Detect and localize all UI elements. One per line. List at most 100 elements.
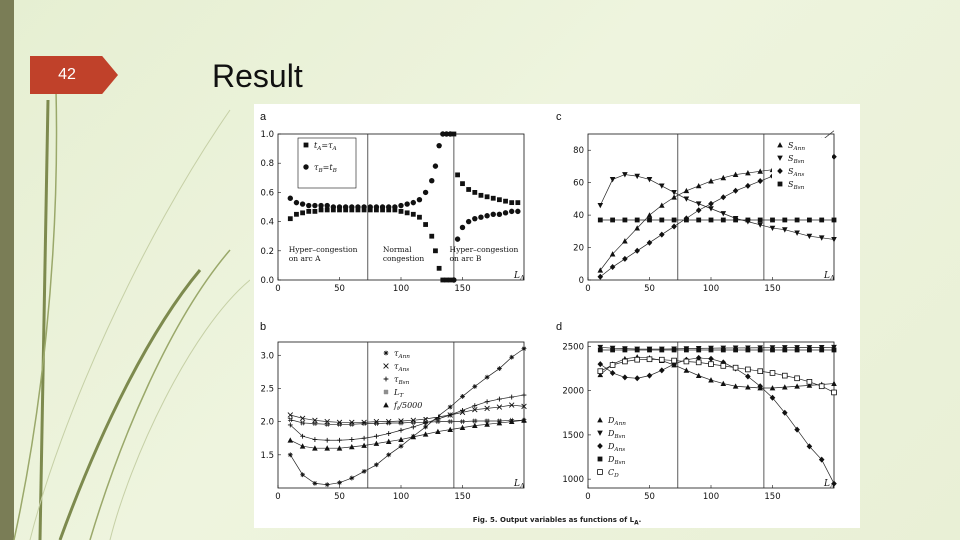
data-point (831, 237, 837, 243)
data-point (312, 208, 318, 214)
data-point (695, 354, 702, 361)
data-point (355, 207, 361, 213)
data-point (695, 372, 702, 379)
data-point (361, 421, 367, 427)
data-point (634, 356, 640, 363)
regime-annotation: Normal (383, 245, 412, 254)
data-point (521, 417, 527, 423)
data-point (806, 379, 813, 385)
data-point (684, 217, 689, 223)
data-point (312, 437, 318, 442)
data-point (337, 480, 342, 486)
data-point (609, 362, 616, 368)
data-point (720, 217, 726, 223)
data-point (634, 247, 640, 254)
data-point (647, 217, 652, 223)
slide-number: 42 (58, 66, 76, 83)
y-tick-label: 1500 (562, 431, 584, 441)
regime-annotation: Hyper–congestion (289, 245, 358, 254)
data-point (671, 347, 677, 353)
series-line (290, 419, 524, 425)
x-tick-label: 100 (703, 492, 719, 502)
data-point (769, 385, 776, 391)
legend-marker (777, 155, 783, 161)
data-point (336, 445, 343, 451)
data-point (299, 201, 306, 207)
data-point (769, 370, 776, 376)
legend: tA=τA τB=tB (297, 137, 357, 189)
data-point (610, 347, 615, 353)
data-point (671, 357, 677, 364)
data-point (769, 225, 776, 231)
data-point (337, 437, 342, 443)
x-tick-label: 50 (334, 284, 345, 294)
data-point (659, 183, 665, 189)
data-point (732, 187, 739, 194)
legend-label: τAnn (394, 349, 410, 360)
y-tick-label: 60 (573, 179, 584, 189)
data-point (460, 419, 465, 425)
data-point (300, 433, 305, 439)
data-point (609, 369, 616, 376)
data-point (634, 375, 640, 382)
data-point (745, 373, 751, 380)
data-point (300, 210, 305, 216)
series-line (599, 174, 835, 240)
legend-label: SBsn (788, 154, 805, 165)
series-c-3 (597, 217, 837, 223)
data-point (385, 438, 392, 444)
legend-marker (303, 164, 309, 170)
data-point (757, 222, 763, 228)
data-point (337, 421, 342, 427)
data-point (287, 195, 293, 201)
data-point (455, 172, 460, 178)
data-point (410, 434, 417, 440)
data-point (349, 475, 355, 481)
data-point (794, 230, 800, 236)
data-point (447, 426, 453, 432)
data-point (497, 396, 502, 402)
slide-title: Result (212, 58, 303, 94)
data-point (423, 419, 428, 425)
data-point (684, 347, 689, 353)
data-point (361, 469, 367, 474)
data-point (343, 207, 349, 213)
data-point (597, 368, 604, 374)
data-point (386, 420, 392, 426)
x-tick-label: 0 (585, 284, 590, 294)
data-point (720, 194, 727, 201)
panel-letter: a (260, 111, 267, 123)
data-point (422, 416, 429, 422)
y-tick-label: 0.2 (260, 247, 274, 257)
data-point (683, 187, 690, 194)
data-point (300, 420, 305, 426)
data-point (484, 213, 490, 219)
data-point (398, 420, 404, 426)
data-point (508, 418, 515, 425)
data-point (490, 195, 496, 201)
data-point (708, 200, 714, 207)
data-point (374, 421, 379, 427)
legend-label: SBsn (788, 180, 805, 191)
data-point (683, 358, 690, 365)
data-point (318, 207, 324, 213)
series-a-0 (287, 131, 521, 283)
data-point (745, 217, 751, 223)
data-point (497, 197, 502, 203)
regime-annotation: on arc A (289, 254, 321, 263)
data-point (342, 204, 349, 210)
chart-figure: a 0 50 100 150 0.0 0.2 0.4 0.6 0.8 1.0 LA Hyper–cong… (260, 111, 837, 502)
data-point (831, 389, 837, 396)
data-point (410, 211, 416, 217)
data-point (745, 170, 751, 176)
data-point (416, 197, 423, 203)
data-point (398, 202, 404, 209)
data-point (521, 392, 527, 398)
legend-marker (383, 376, 389, 382)
chart-panel-b: b 0 50 100 150 1.5 2.0 2.5 3.0 LA τAnn τAns τBsn LT ft… (260, 321, 527, 502)
data-point (720, 380, 727, 386)
caption-tail: . (638, 515, 642, 524)
y-tick-label: 1.0 (260, 130, 274, 140)
y-tick-label: 0.6 (260, 188, 274, 198)
data-point (361, 435, 367, 441)
